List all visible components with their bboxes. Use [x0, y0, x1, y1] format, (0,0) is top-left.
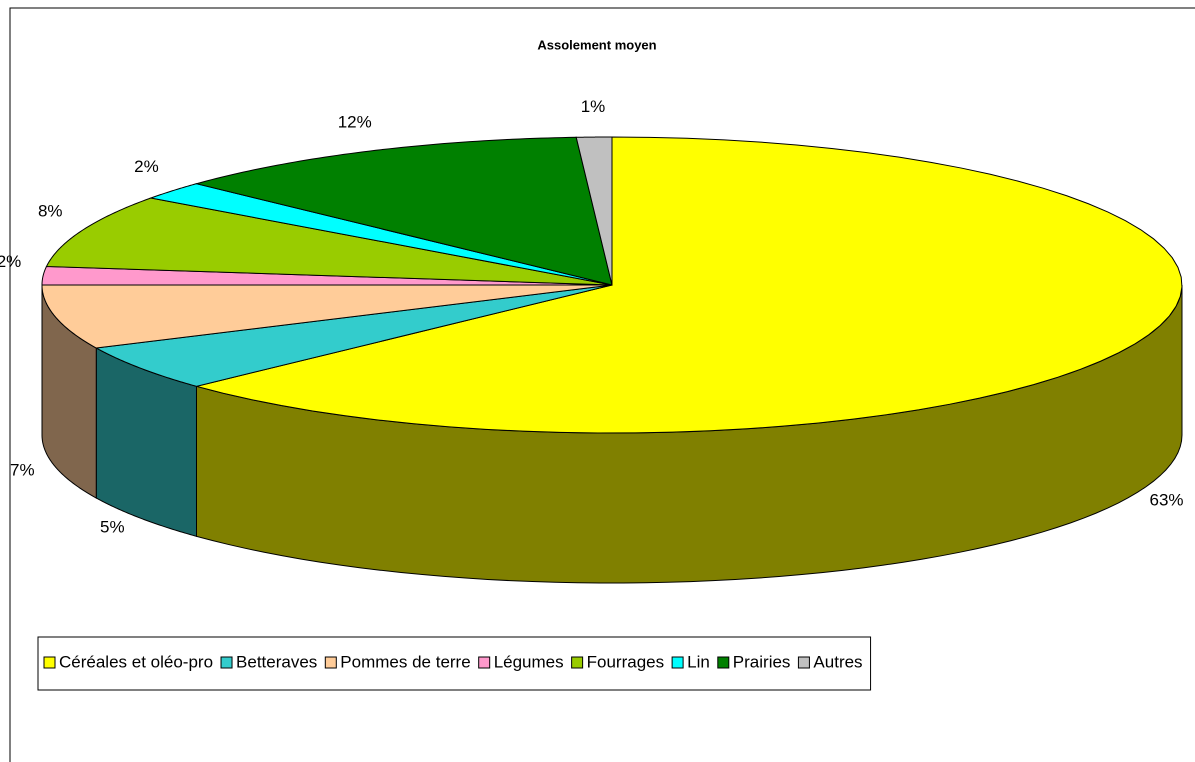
- legend-swatch: [717, 656, 730, 669]
- data-label: 8%: [38, 201, 63, 220]
- legend-label: Betteraves: [236, 652, 317, 671]
- legend-label: Lin: [687, 652, 710, 671]
- legend-swatch: [797, 656, 810, 669]
- data-label: 5%: [100, 518, 125, 537]
- data-label: 2%: [0, 252, 21, 271]
- slice: [45, 197, 613, 286]
- legend-swatch: [671, 656, 684, 669]
- slice: [575, 136, 613, 286]
- slice: [148, 183, 613, 286]
- legend-label: Pommes de terre: [340, 652, 470, 671]
- data-label: 63%: [1149, 490, 1183, 509]
- legend-box: [37, 636, 872, 691]
- legend-swatch: [43, 656, 56, 669]
- legend-swatch: [478, 656, 491, 669]
- chart-title: Assolement moyen: [537, 37, 656, 52]
- slice: [41, 284, 613, 349]
- data-label: 1%: [581, 97, 606, 116]
- legend-label: Légumes: [494, 652, 564, 671]
- data-label: 2%: [134, 157, 159, 176]
- data-label: 12%: [338, 113, 372, 132]
- slice: [194, 136, 613, 286]
- slice: [196, 136, 1183, 434]
- legend-label: Autres: [813, 652, 862, 671]
- data-label: 7%: [10, 461, 35, 480]
- legend-swatch: [220, 656, 233, 669]
- legend-label: Fourrages: [587, 652, 664, 671]
- legend-swatch: [324, 656, 337, 669]
- legend: Céréales et oléo-pro Betteraves Pommes de …: [37, 636, 872, 691]
- legend-label: Céréales et oléo-pro: [59, 652, 213, 671]
- legend-label: Prairies: [733, 652, 791, 671]
- slice: [94, 284, 613, 387]
- legend-swatch: [571, 656, 584, 669]
